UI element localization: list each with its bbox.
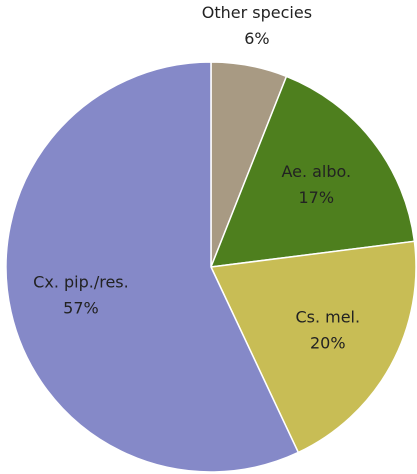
pie-slice [209,75,416,268]
slice-value-label: 57% [63,299,99,318]
pie-slice [209,240,417,454]
slice-value-label: 17% [299,188,335,207]
slice-label: Cs. mel. [295,308,360,327]
slice-label: Ae. albo. [281,162,351,181]
slice-value-label: 20% [310,334,346,353]
pie-slice [5,61,300,473]
slice-label: Other species [202,3,312,22]
slice-value-label: 6% [244,29,269,48]
slice-label: Cx. pip./res. [33,273,129,292]
